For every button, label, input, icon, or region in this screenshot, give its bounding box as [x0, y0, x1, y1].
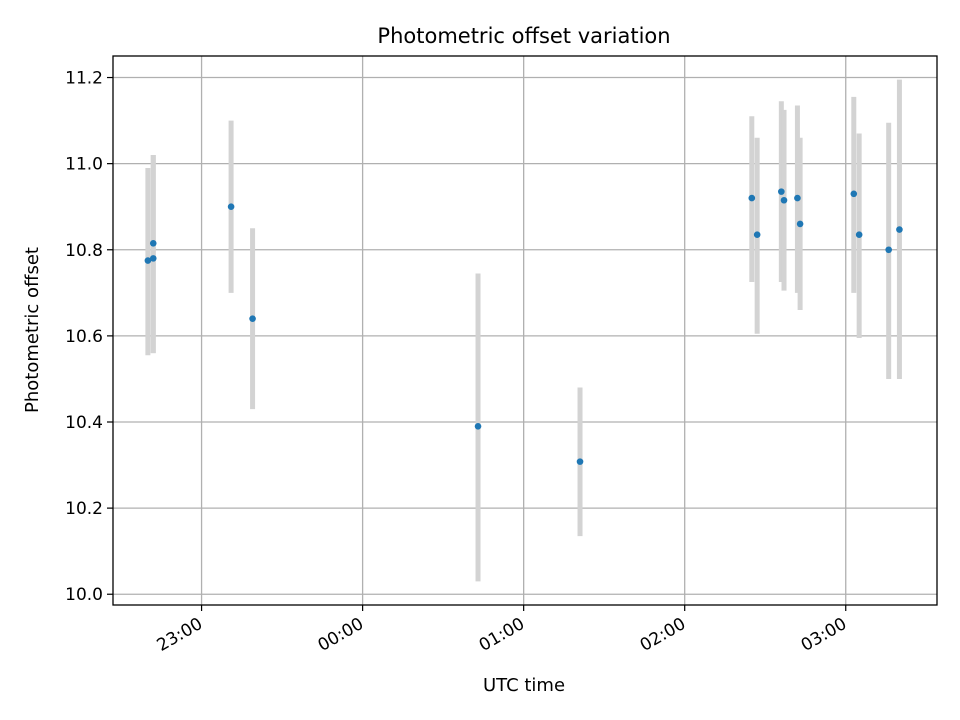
data-point — [850, 190, 858, 198]
data-point — [149, 255, 157, 262]
data-point — [896, 226, 903, 233]
grid — [113, 56, 937, 605]
data-point — [794, 194, 801, 202]
x-tick-label: 00:00 — [315, 614, 367, 656]
data-point — [780, 196, 788, 204]
x-tick-label: 02:00 — [637, 614, 689, 656]
y-tick-label: 11.2 — [65, 69, 103, 89]
y-tick-label: 10.6 — [65, 327, 103, 347]
data-point — [249, 315, 256, 322]
plot-frame — [112, 55, 938, 606]
data-point — [474, 423, 482, 430]
y-axis-ticks: 10.0 10.2 10.4 10.6 10.8 11.0 11.2 — [65, 69, 113, 605]
data-points — [144, 188, 903, 465]
data-point — [753, 231, 761, 238]
data-point — [855, 231, 863, 238]
y-tick-label: 11.0 — [65, 155, 103, 175]
data-point — [149, 240, 157, 247]
x-axis-label: UTC time — [483, 675, 565, 696]
x-tick-label: 01:00 — [476, 614, 528, 656]
data-point — [778, 188, 785, 195]
y-tick-label: 10.2 — [65, 499, 103, 519]
chart-title: Photometric offset variation — [377, 24, 670, 48]
data-point — [227, 203, 235, 211]
data-point — [748, 194, 756, 202]
x-tick-label: 03:00 — [798, 614, 850, 656]
y-tick-label: 10.0 — [65, 585, 103, 605]
x-tick-label: 23:00 — [154, 614, 206, 656]
y-tick-label: 10.8 — [65, 241, 103, 261]
data-point — [144, 257, 152, 264]
x-axis-ticks: 23:00 00:00 01:00 02:00 03:00 — [154, 605, 850, 656]
y-axis-label: Photometric offset — [22, 247, 43, 413]
data-point — [885, 246, 892, 254]
data-point — [796, 220, 804, 228]
y-tick-label: 10.4 — [65, 413, 103, 433]
data-point — [576, 458, 584, 465]
